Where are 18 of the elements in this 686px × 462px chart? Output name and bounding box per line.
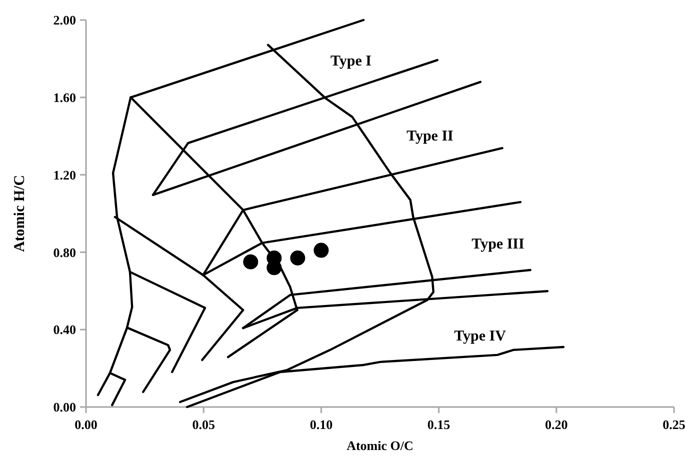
x-axis-title: Atomic O/C <box>346 438 414 453</box>
x-tick-label: 0.00 <box>74 417 98 432</box>
y-tick-label: 0.00 <box>53 400 76 415</box>
y-tick-label: 1.20 <box>53 167 76 182</box>
x-tick-label: 0.05 <box>192 417 216 432</box>
x-tick-label: 0.20 <box>545 417 568 432</box>
annotation: Type III <box>472 236 524 252</box>
annotation: Type I <box>330 53 372 70</box>
annotation: Type II <box>406 128 454 144</box>
annotation: Type IV <box>454 328 506 344</box>
x-tick-label: 0.10 <box>310 417 333 432</box>
y-tick-label: 1.60 <box>53 90 76 105</box>
x-tick-label: 0.25 <box>662 417 686 432</box>
y-tick-label: 2.00 <box>53 12 76 28</box>
y-axis-title: Atomic H/C <box>12 174 28 252</box>
y-tick-label: 0.80 <box>53 244 76 260</box>
x-tick-label: 0.15 <box>427 417 451 432</box>
y-tick-label: 0.40 <box>53 322 76 338</box>
